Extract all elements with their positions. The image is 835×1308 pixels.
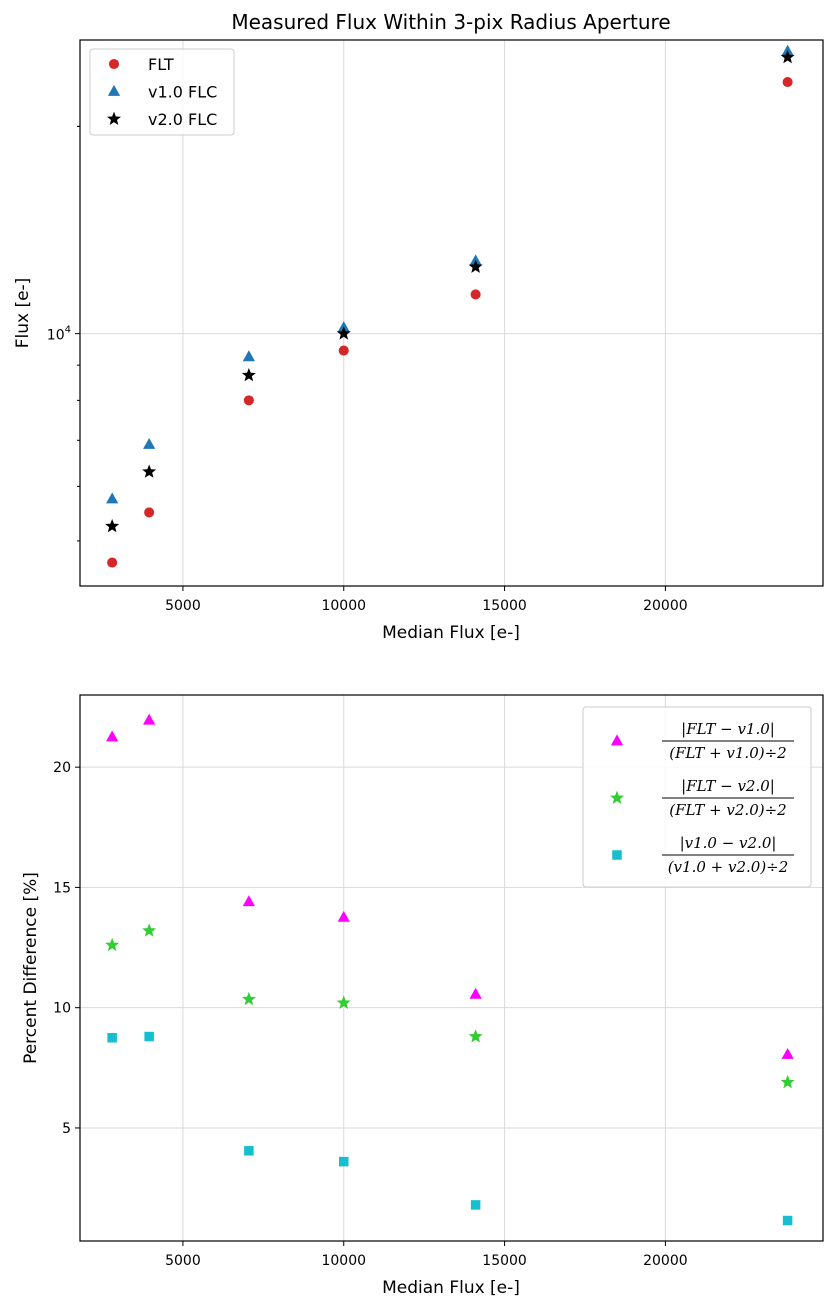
percent-diff-chart-series-1-point xyxy=(142,923,157,937)
percent-diff-chart-series-1-point xyxy=(468,1029,483,1043)
percent-diff-chart-legend-num-0: |FLT − v1.0| xyxy=(681,720,775,738)
flux-chart-ylabel: Flux [e-] xyxy=(13,278,33,349)
percent-diff-chart-legend-den-2: (v1.0 + v2.0)÷2 xyxy=(668,858,789,876)
percent-diff-chart-series-1-point xyxy=(241,991,256,1006)
flux-chart-grid xyxy=(80,40,823,586)
percent-diff-chart-series-0-point xyxy=(781,1047,794,1059)
percent-diff-chart-series-2-point xyxy=(338,1156,349,1167)
flux-chart-series-2-point xyxy=(241,367,256,382)
flux-chart-legend: FLT v1.0 FLC v2.0 FLC xyxy=(89,48,235,136)
flux-chart-ticks: 5000 10000 15000 20000 104 xyxy=(47,125,688,614)
flux-chart-series-2-point xyxy=(780,49,795,64)
percent-diff-chart: 5000 10000 15000 20000 5 10 15 20 Median Flux [… xyxy=(21,694,824,1298)
percent-diff-chart-xtick-label: 5000 xyxy=(165,1253,201,1269)
percent-diff-chart-series-0-point xyxy=(106,730,119,742)
percent-diff-chart-series-2-point xyxy=(107,1032,117,1043)
flux-chart-xlabel: Median Flux [e-] xyxy=(382,623,520,643)
percent-diff-chart-legend-den-1: (FLT + v2.0)÷2 xyxy=(669,801,786,819)
flux-chart-series-0-point xyxy=(243,395,254,406)
flux-chart-series-1-point xyxy=(143,437,156,449)
flux-chart-legend-label-2: v2.0 FLC xyxy=(148,110,217,129)
percent-diff-chart-legend-den-0: (FLT + v1.0)÷2 xyxy=(669,744,786,762)
percent-diff-chart-legend-num-2: |v1.0 − v2.0| xyxy=(680,834,777,852)
flux-chart-series-0-point xyxy=(470,289,481,300)
percent-diff-chart-series-0-point xyxy=(337,910,350,922)
flux-chart-series-0-point xyxy=(782,76,793,88)
flux-chart-title: Measured Flux Within 3-pix Radius Apertu… xyxy=(231,10,670,34)
flux-chart-axes-frame xyxy=(79,39,824,587)
percent-diff-chart-axes-frame xyxy=(79,694,824,1242)
flux-chart-series-2-point xyxy=(105,518,120,533)
flux-chart-legend-marker-1 xyxy=(107,84,121,96)
flux-chart-legend-marker-2 xyxy=(107,111,121,125)
percent-diff-chart-legend-marker-0 xyxy=(610,734,624,746)
percent-diff-chart-xtick-label: 15000 xyxy=(482,1253,527,1269)
flux-chart: 5000 10000 15000 20000 104 Measured Flux Wit… xyxy=(13,10,824,643)
flux-chart-series-1-point xyxy=(106,492,119,504)
percent-diff-chart-series-1-point xyxy=(105,937,120,952)
flux-chart-series-2-point xyxy=(336,326,351,340)
percent-diff-chart-ytick-label: 10 xyxy=(53,1001,71,1017)
flux-chart-series-2-point xyxy=(142,464,157,478)
percent-diff-chart-series-1-point xyxy=(780,1074,795,1089)
flux-chart-series-1-point xyxy=(242,350,255,362)
percent-diff-chart-series-2-point xyxy=(470,1200,481,1210)
percent-diff-chart-xtick-label: 20000 xyxy=(643,1253,688,1269)
flux-chart-legend-box xyxy=(89,48,235,136)
percent-diff-chart-ylabel: Percent Difference [%] xyxy=(21,872,41,1064)
flux-chart-series-0-point xyxy=(107,557,118,568)
flux-chart-points xyxy=(105,44,795,568)
percent-diff-chart-series-1-point xyxy=(336,995,351,1009)
flux-chart-xtick-label: 10000 xyxy=(321,598,366,614)
percent-diff-chart-series-0-point xyxy=(143,713,156,725)
flux-chart-legend-marker-0 xyxy=(108,58,120,70)
flux-chart-series-2-point xyxy=(468,259,483,273)
flux-chart-series-0-point xyxy=(144,507,155,518)
percent-diff-chart-xlabel: Median Flux [e-] xyxy=(382,1278,520,1298)
percent-diff-chart-legend-marker-1 xyxy=(610,790,624,804)
flux-chart-xtick-label: 5000 xyxy=(165,598,201,614)
percent-diff-chart-series-2-point xyxy=(782,1215,793,1226)
percent-diff-chart-ticks: 5000 10000 15000 20000 5 10 15 20 xyxy=(53,760,687,1269)
flux-chart-series-0-point xyxy=(338,345,349,356)
flux-chart-legend-label-0: FLT xyxy=(148,55,174,74)
percent-diff-chart-legend-marker-2 xyxy=(612,850,622,860)
percent-diff-chart-xtick-label: 10000 xyxy=(321,1253,366,1269)
percent-diff-chart-series-2-point xyxy=(144,1031,154,1042)
percent-diff-chart-legend-num-1: |FLT − v2.0| xyxy=(681,777,775,795)
percent-diff-chart-legend-box xyxy=(582,706,812,888)
flux-chart-legend-label-1: v1.0 FLC xyxy=(148,83,217,102)
percent-diff-chart-series-0-point xyxy=(242,895,255,907)
percent-diff-chart-series-0-point xyxy=(469,987,482,999)
percent-diff-chart-ytick-label: 20 xyxy=(53,760,71,776)
flux-chart-ytick-label: 104 xyxy=(47,325,71,344)
percent-diff-chart-points xyxy=(105,713,795,1226)
percent-diff-chart-ytick-label: 15 xyxy=(53,880,71,896)
flux-chart-xtick-label: 15000 xyxy=(482,598,527,614)
percent-diff-chart-legend: |FLT − v1.0| (FLT + v1.0)÷2 |FLT − v2.0| (F… xyxy=(582,706,812,888)
percent-diff-chart-series-2-point xyxy=(244,1146,254,1156)
percent-diff-chart-ytick-label: 5 xyxy=(62,1121,71,1137)
flux-chart-xtick-label: 20000 xyxy=(643,598,688,614)
